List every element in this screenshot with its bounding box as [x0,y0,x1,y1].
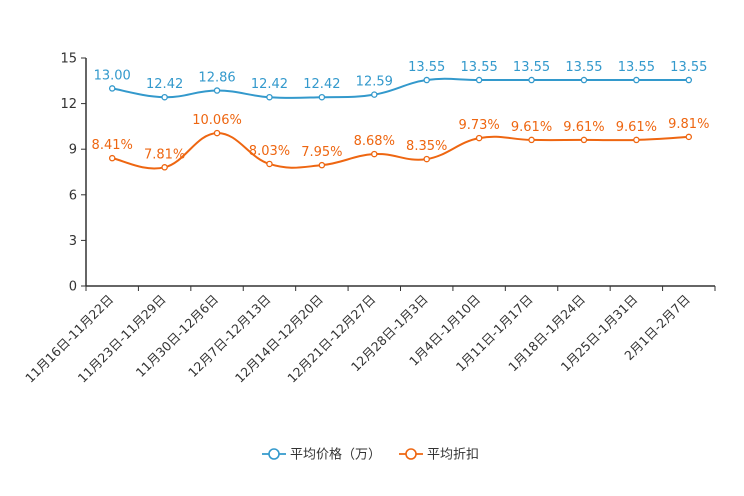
price-data-label: 13.55 [618,60,655,75]
discount-data-label: 10.06% [192,113,242,128]
legend[interactable]: 平均价格（万） 平均折扣 [262,447,479,463]
discount-data-label: 9.61% [511,120,552,135]
x-tick-label: 11月23日-11月29日 [75,292,169,386]
data-labels: 13.00 12.42 12.86 12.42 12.42 12.59 13.55 13.55… [92,60,710,162]
discount-data-label: 7.95% [301,145,342,160]
price-point[interactable] [580,76,588,84]
price-data-label: 13.55 [408,60,445,75]
price-point[interactable] [213,87,221,94]
x-tick-label: 12月14日-12月20日 [232,292,326,386]
price-point[interactable] [633,76,640,84]
discount-data-label: 8.35% [406,139,447,154]
price-data-label: 12.59 [356,75,393,90]
series-layer [108,76,693,171]
y-tick-label: 15 [60,52,77,67]
y-tick-label: 9 [69,143,77,158]
discount-data-label: 9.73% [458,118,499,133]
price-point[interactable] [266,93,273,101]
legend-item-discount[interactable]: 平均折扣 [399,448,479,463]
price-data-label: 12.86 [198,71,235,86]
discount-point[interactable] [685,133,693,141]
discount-point[interactable] [161,164,168,171]
price-point[interactable] [528,76,535,84]
discount-data-label: 8.03% [249,144,290,159]
price-data-label: 12.42 [251,77,288,92]
price-point[interactable] [371,91,378,98]
price-data-label: 13.55 [565,60,602,75]
price-data-label: 13.55 [670,60,707,75]
discount-data-label: 9.61% [616,120,657,135]
discount-point[interactable] [475,134,483,142]
price-point[interactable] [475,76,483,84]
discount-point[interactable] [371,150,378,158]
legend-label: 平均价格（万） [290,447,381,463]
price-data-label: 12.42 [146,77,183,92]
price-data-label: 12.42 [303,77,340,92]
x-tick-label: 12月21日-12月27日 [284,292,378,386]
y-tick-label: 0 [69,280,77,295]
price-data-label: 13.55 [513,60,550,75]
discount-data-label: 9.81% [668,117,709,132]
discount-point[interactable] [423,155,430,163]
discount-point[interactable] [108,154,116,162]
discount-data-label: 7.81% [144,147,185,162]
y-tick-label: 12 [60,97,77,112]
y-tick-label: 6 [69,188,77,203]
discount-point[interactable] [528,136,535,144]
price-point[interactable] [318,93,326,101]
legend-circle-marker [268,448,280,460]
axes: 0369121511月16日-11月22日11月23日-11月29日11月30日… [22,52,716,386]
price-data-label: 13.55 [461,60,498,75]
legend-circle-marker [405,448,417,460]
discount-point[interactable] [213,129,221,137]
discount-data-label: 8.41% [92,138,133,153]
discount-point[interactable] [266,160,273,168]
price-point[interactable] [423,76,430,84]
discount-point[interactable] [318,161,326,169]
price-point[interactable] [108,85,116,92]
discount-point[interactable] [633,136,640,144]
discount-point[interactable] [580,136,588,144]
price-data-label: 13.00 [94,68,131,83]
price-point[interactable] [161,93,168,101]
discount-data-label: 9.61% [563,120,604,135]
discount-data-label: 8.68% [354,134,395,149]
legend-item-price[interactable]: 平均价格（万） [262,447,381,463]
series-line-discount [111,132,689,170]
price-point[interactable] [685,76,693,84]
series-line-price [112,77,689,99]
y-tick-label: 3 [69,234,77,249]
x-tick-label: 11月16日-11月22日 [22,292,116,386]
legend-label: 平均折扣 [427,448,479,463]
